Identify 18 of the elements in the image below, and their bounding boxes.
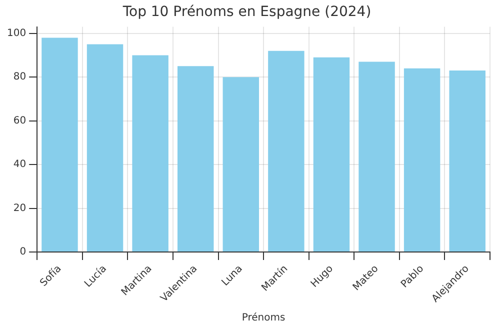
y-tick-label: 100 xyxy=(6,28,26,39)
bar xyxy=(268,50,304,252)
chart-title: Top 10 Prénoms en Espagne (2024) xyxy=(122,4,372,20)
y-tick-label: 20 xyxy=(13,202,26,214)
bar xyxy=(42,38,78,252)
bar xyxy=(404,68,440,252)
bar xyxy=(86,44,124,252)
bar xyxy=(358,62,395,252)
bar xyxy=(177,66,214,252)
y-tick-label: 0 xyxy=(20,246,26,258)
y-tick-label: 80 xyxy=(13,72,26,83)
bar xyxy=(222,77,260,252)
bar xyxy=(132,55,168,252)
bar xyxy=(313,57,350,252)
y-tick-label: 60 xyxy=(13,115,26,126)
bar xyxy=(449,70,486,252)
x-axis-title: Prénoms xyxy=(242,312,286,324)
y-tick-label: 40 xyxy=(13,159,26,170)
